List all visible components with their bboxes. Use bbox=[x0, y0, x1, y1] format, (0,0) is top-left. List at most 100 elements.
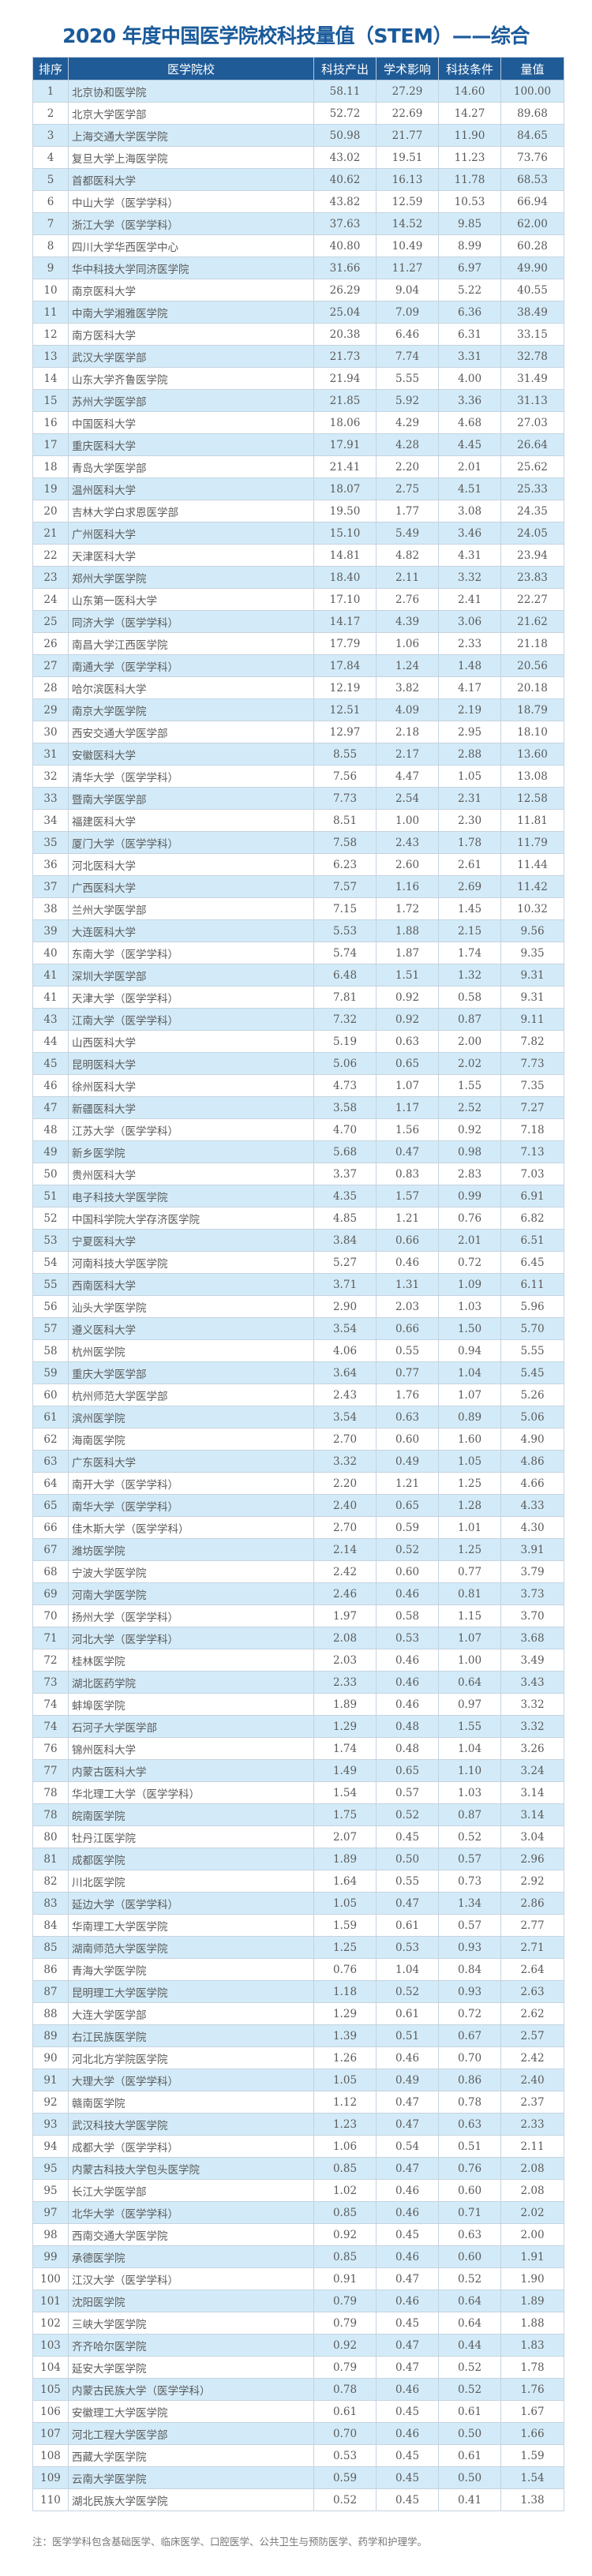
output-cell: 31.66 bbox=[313, 256, 377, 279]
value-cell: 7.13 bbox=[500, 1140, 564, 1163]
rank-cell: 32 bbox=[32, 765, 69, 788]
school-cell: 青海大学医学院 bbox=[68, 1958, 314, 1981]
rank-cell: 25 bbox=[32, 610, 69, 633]
conditions-cell: 0.72 bbox=[438, 2002, 501, 2025]
rank-cell: 52 bbox=[32, 1207, 69, 1230]
impact-cell: 2.60 bbox=[376, 853, 439, 876]
table-row: 57 遵义医科大学 3.54 0.66 1.50 5.70 bbox=[32, 1317, 564, 1340]
impact-cell: 0.54 bbox=[376, 2135, 439, 2158]
output-cell: 8.51 bbox=[313, 809, 377, 832]
value-cell: 7.03 bbox=[500, 1163, 564, 1185]
impact-cell: 0.46 bbox=[376, 2422, 439, 2445]
value-cell: 22.27 bbox=[500, 588, 564, 611]
output-cell: 0.61 bbox=[313, 2400, 377, 2423]
impact-cell: 0.46 bbox=[376, 2046, 439, 2069]
impact-cell: 1.24 bbox=[376, 654, 439, 677]
output-cell: 37.63 bbox=[313, 212, 377, 235]
rank-cell: 99 bbox=[32, 2245, 69, 2268]
conditions-cell: 2.61 bbox=[438, 853, 501, 876]
conditions-cell: 2.83 bbox=[438, 1163, 501, 1185]
school-cell: 首都医科大学 bbox=[68, 168, 314, 191]
value-cell: 4.30 bbox=[500, 1516, 564, 1539]
impact-cell: 0.47 bbox=[376, 2091, 439, 2114]
school-cell: 三峡大学医学院 bbox=[68, 2312, 314, 2334]
impact-cell: 0.48 bbox=[376, 1737, 439, 1760]
output-cell: 0.59 bbox=[313, 2466, 377, 2489]
school-cell: 哈尔滨医科大学 bbox=[68, 676, 314, 699]
school-cell: 广东医科大学 bbox=[68, 1450, 314, 1473]
impact-cell: 0.83 bbox=[376, 1163, 439, 1185]
table-row: 25 同济大学（医学学科） 14.17 4.39 3.06 21.62 bbox=[32, 610, 564, 633]
rank-cell: 71 bbox=[32, 1627, 69, 1649]
table-row: 13 武汉大学医学部 21.73 7.74 3.31 32.78 bbox=[32, 345, 564, 368]
output-cell: 7.56 bbox=[313, 765, 377, 788]
impact-cell: 0.45 bbox=[376, 2400, 439, 2423]
table-row: 78 皖南医学院 1.75 0.52 0.87 3.14 bbox=[32, 1803, 564, 1826]
rank-cell: 86 bbox=[32, 1958, 69, 1981]
table-row: 89 右江民族医学院 1.39 0.51 0.67 2.57 bbox=[32, 2024, 564, 2047]
rank-cell: 90 bbox=[32, 2046, 69, 2069]
conditions-cell: 6.31 bbox=[438, 323, 501, 346]
rank-cell: 9 bbox=[32, 256, 69, 279]
rank-cell: 31 bbox=[32, 743, 69, 766]
school-cell: 贵州医科大学 bbox=[68, 1163, 314, 1185]
school-cell: 齐齐哈尔医学院 bbox=[68, 2334, 314, 2357]
value-cell: 2.77 bbox=[500, 1914, 564, 1937]
conditions-cell: 0.87 bbox=[438, 1008, 501, 1031]
impact-cell: 0.47 bbox=[376, 2334, 439, 2357]
impact-cell: 0.66 bbox=[376, 1317, 439, 1340]
conditions-cell: 1.25 bbox=[438, 1472, 501, 1495]
value-cell: 1.76 bbox=[500, 2378, 564, 2401]
value-cell: 11.44 bbox=[500, 853, 564, 876]
school-cell: 河北大学（医学学科） bbox=[68, 1627, 314, 1649]
school-cell: 中国科学院大学存济医学院 bbox=[68, 1207, 314, 1230]
rank-cell: 104 bbox=[32, 2356, 69, 2379]
output-cell: 3.54 bbox=[313, 1317, 377, 1340]
school-cell: 同济大学（医学学科） bbox=[68, 610, 314, 633]
school-cell: 西南交通大学医学院 bbox=[68, 2223, 314, 2246]
school-cell: 兰州大学医学部 bbox=[68, 897, 314, 920]
conditions-cell: 2.15 bbox=[438, 919, 501, 942]
impact-cell: 21.77 bbox=[376, 124, 439, 147]
school-cell: 河南科技大学医学院 bbox=[68, 1251, 314, 1274]
value-cell: 2.11 bbox=[500, 2135, 564, 2158]
value-cell: 3.73 bbox=[500, 1582, 564, 1605]
rank-cell: 1 bbox=[32, 80, 69, 103]
impact-cell: 0.60 bbox=[376, 1428, 439, 1451]
value-cell: 2.57 bbox=[500, 2024, 564, 2047]
impact-cell: 1.16 bbox=[376, 875, 439, 898]
school-cell: 苏州大学医学部 bbox=[68, 389, 314, 412]
rank-cell: 85 bbox=[32, 1936, 69, 1959]
impact-cell: 0.92 bbox=[376, 1008, 439, 1031]
conditions-cell: 3.06 bbox=[438, 610, 501, 633]
impact-cell: 7.74 bbox=[376, 345, 439, 368]
impact-cell: 1.21 bbox=[376, 1472, 439, 1495]
school-cell: 厦门大学（医学学科） bbox=[68, 831, 314, 854]
output-cell: 1.89 bbox=[313, 1848, 377, 1870]
value-cell: 26.64 bbox=[500, 433, 564, 456]
output-cell: 1.75 bbox=[313, 1803, 377, 1826]
impact-cell: 0.51 bbox=[376, 2024, 439, 2047]
impact-cell: 5.92 bbox=[376, 389, 439, 412]
impact-cell: 0.46 bbox=[376, 1251, 439, 1274]
conditions-cell: 8.99 bbox=[438, 234, 501, 257]
rank-cell: 110 bbox=[32, 2488, 69, 2511]
table-row: 19 温州医科大学 18.07 2.75 4.51 25.33 bbox=[32, 477, 564, 500]
conditions-cell: 1.09 bbox=[438, 1273, 501, 1296]
output-cell: 1.59 bbox=[313, 1914, 377, 1937]
value-cell: 9.11 bbox=[500, 1008, 564, 1031]
table-row: 66 佳木斯大学（医学学科） 2.70 0.59 1.01 4.30 bbox=[32, 1516, 564, 1539]
conditions-cell: 0.64 bbox=[438, 2290, 501, 2312]
output-cell: 0.52 bbox=[313, 2488, 377, 2511]
value-cell: 6.82 bbox=[500, 1207, 564, 1230]
rank-cell: 50 bbox=[32, 1163, 69, 1185]
value-cell: 27.03 bbox=[500, 411, 564, 434]
rank-cell: 19 bbox=[32, 477, 69, 500]
output-cell: 18.07 bbox=[313, 477, 377, 500]
table-row: 18 青岛大学医学部 21.41 2.20 2.01 25.62 bbox=[32, 455, 564, 478]
school-cell: 右江民族医学院 bbox=[68, 2024, 314, 2047]
output-cell: 3.58 bbox=[313, 1096, 377, 1119]
conditions-cell: 0.77 bbox=[438, 1560, 501, 1583]
rank-cell: 10 bbox=[32, 279, 69, 301]
table-row: 52 中国科学院大学存济医学院 4.85 1.21 0.76 6.82 bbox=[32, 1207, 564, 1230]
